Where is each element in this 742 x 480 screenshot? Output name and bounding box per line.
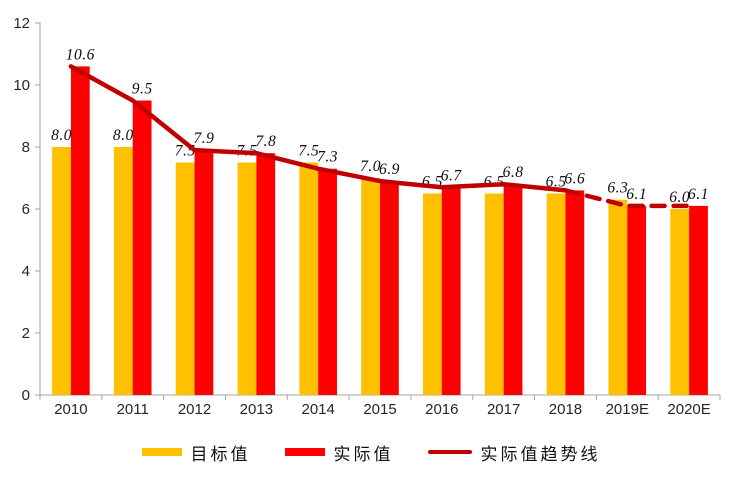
svg-text:2020E: 2020E <box>667 401 710 418</box>
svg-text:8: 8 <box>22 139 30 156</box>
legend-item-actual-value: 实际值 <box>284 440 394 465</box>
svg-text:6.7: 6.7 <box>441 167 463 184</box>
svg-text:2012: 2012 <box>178 401 211 418</box>
svg-text:6: 6 <box>22 201 30 218</box>
svg-text:7.8: 7.8 <box>255 133 276 150</box>
svg-text:2015: 2015 <box>363 401 396 418</box>
svg-text:6.9: 6.9 <box>379 161 400 178</box>
svg-text:4: 4 <box>22 263 30 280</box>
svg-text:10.6: 10.6 <box>66 46 95 63</box>
svg-text:2019E: 2019E <box>606 401 649 418</box>
svg-text:8.0: 8.0 <box>113 127 134 144</box>
svg-text:7.0: 7.0 <box>360 158 381 175</box>
svg-text:2: 2 <box>22 325 30 342</box>
svg-text:6.5: 6.5 <box>546 174 567 191</box>
svg-text:0: 0 <box>22 387 30 404</box>
svg-text:2016: 2016 <box>425 401 458 418</box>
chart-legend: 目标值 实际值 实际值趋势线 <box>0 437 742 467</box>
legend-label-target-value: 目标值 <box>190 444 251 464</box>
svg-text:6.8: 6.8 <box>503 164 524 181</box>
svg-text:6.3: 6.3 <box>607 180 628 197</box>
svg-text:6.1: 6.1 <box>688 186 709 203</box>
svg-text:2018: 2018 <box>549 401 582 418</box>
legend-swatch-trend-line <box>427 450 472 454</box>
svg-text:8.0: 8.0 <box>51 127 72 144</box>
svg-text:10: 10 <box>13 77 30 94</box>
legend-item-target-value: 目标值 <box>141 440 251 465</box>
legend-label-actual-value: 实际值 <box>333 444 394 464</box>
combo-bar-line-chart: 0 2 4 6 8 10 12 2010 2011 2012 2013 2014 2015 2016 201… <box>13 15 721 418</box>
svg-text:7.9: 7.9 <box>194 130 215 147</box>
svg-text:6.1: 6.1 <box>626 186 647 203</box>
svg-text:2017: 2017 <box>487 401 520 418</box>
svg-text:7.3: 7.3 <box>317 149 338 166</box>
svg-text:6.5: 6.5 <box>484 174 505 191</box>
svg-text:2010: 2010 <box>54 401 87 418</box>
svg-text:6.6: 6.6 <box>564 170 585 187</box>
svg-text:9.5: 9.5 <box>132 81 153 98</box>
legend-swatch-target-bar <box>141 448 182 456</box>
svg-text:6.0: 6.0 <box>669 189 690 206</box>
legend-item-actual-trendline: 实际值趋势线 <box>427 440 601 465</box>
svg-text:12: 12 <box>13 15 30 32</box>
svg-text:2011: 2011 <box>117 401 149 418</box>
legend-label-actual-trendline: 实际值趋势线 <box>480 444 601 464</box>
svg-text:2013: 2013 <box>240 401 273 418</box>
svg-text:7.5: 7.5 <box>298 143 319 160</box>
legend-swatch-actual-bar <box>284 448 325 456</box>
svg-text:2014: 2014 <box>301 401 334 418</box>
